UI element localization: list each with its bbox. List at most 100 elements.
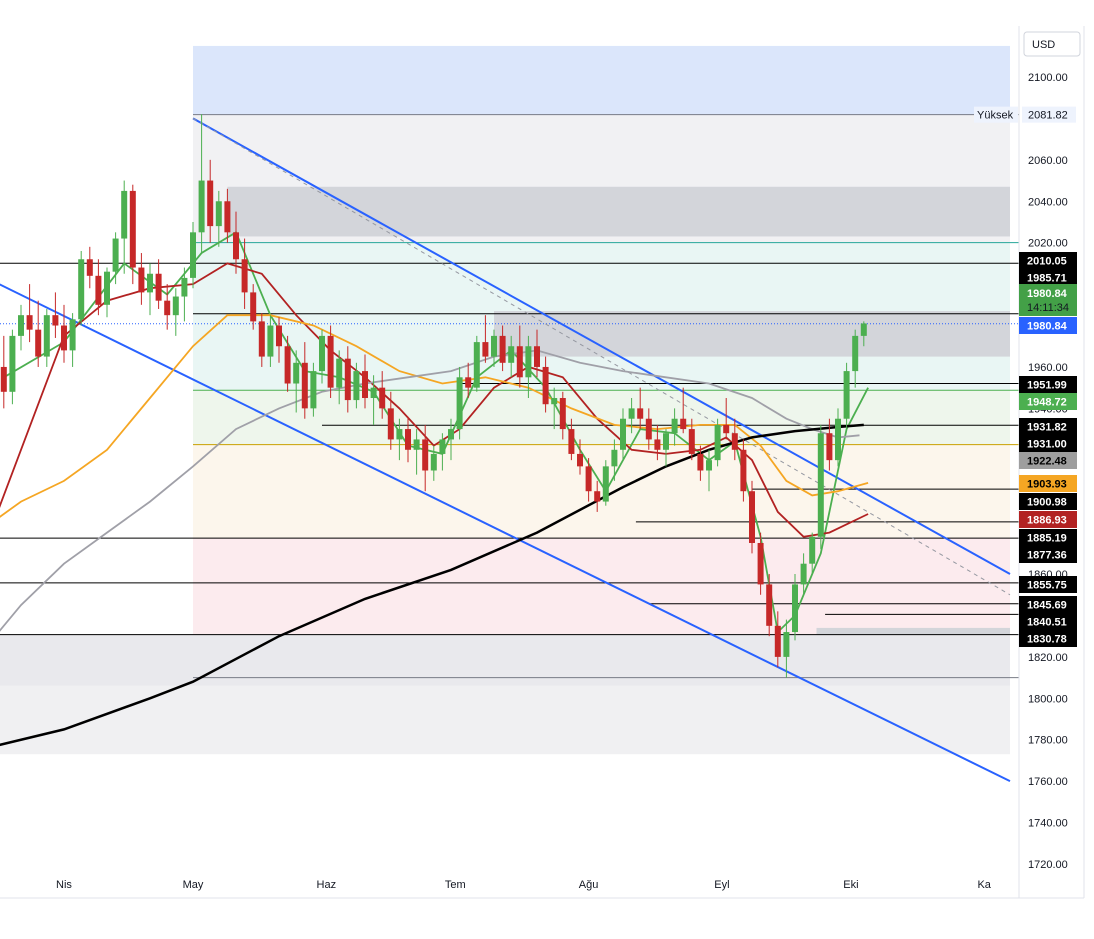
candle-body <box>86 259 93 276</box>
month-label-Eyl: Eyl <box>714 879 729 891</box>
candle <box>336 350 343 405</box>
candle-body <box>207 180 214 227</box>
candle-body <box>697 453 704 471</box>
y-tick-label: 2060.00 <box>1028 155 1068 167</box>
candle <box>491 329 497 367</box>
price-label-text: 1845.69 <box>1027 600 1067 612</box>
moving-average-2 <box>0 314 869 518</box>
candle <box>422 424 429 492</box>
candle-body <box>43 315 50 357</box>
candle <box>112 232 119 285</box>
candle-body <box>826 433 833 461</box>
candle-body <box>215 201 222 227</box>
current-price-tag: 1980.84 14:11:34 <box>1019 284 1077 316</box>
candle-body <box>129 190 136 268</box>
candle <box>61 304 67 363</box>
candle <box>172 288 179 336</box>
currency-button[interactable]: USD <box>1023 31 1081 57</box>
candle <box>129 184 136 285</box>
price-label-5: 1931.82 <box>1019 418 1077 435</box>
candle <box>86 246 93 289</box>
candle-body <box>190 232 196 278</box>
y-tick-label: 1720.00 <box>1028 859 1068 871</box>
candle <box>792 574 798 641</box>
candle <box>456 366 463 440</box>
candle-body <box>740 449 747 492</box>
candle-body <box>835 418 841 461</box>
current-price-value: 1980.84 <box>1027 288 1068 300</box>
candle-body <box>241 259 248 293</box>
candle-body <box>809 536 816 564</box>
candle <box>585 458 592 502</box>
candle <box>233 211 239 274</box>
candle-body <box>327 335 334 388</box>
high-value-text: 2081.82 <box>1028 110 1068 122</box>
price-label-text: 1985.71 <box>1027 273 1067 285</box>
candle-body <box>706 460 712 471</box>
candle <box>301 342 308 419</box>
candle <box>207 159 214 243</box>
candle <box>284 335 291 392</box>
candle-body <box>35 329 42 357</box>
candle-body <box>104 271 110 305</box>
price-label-text: 1877.36 <box>1027 550 1067 562</box>
price-label-7: 1922.48 <box>1019 452 1077 469</box>
candle <box>121 180 128 274</box>
candle-body <box>61 325 67 351</box>
candle-body <box>663 433 669 450</box>
candle-body <box>258 321 265 357</box>
candle-body <box>224 201 231 233</box>
candle <box>26 284 33 343</box>
price-label-text: 1951.99 <box>1027 380 1067 392</box>
candle <box>362 354 368 409</box>
candle-body <box>465 377 472 388</box>
zone-6 <box>227 186 1010 237</box>
candle <box>568 418 575 461</box>
candle <box>35 300 42 367</box>
candle-body <box>534 346 540 367</box>
candle-body <box>654 439 661 450</box>
price-label-box <box>1019 435 1077 452</box>
price-label-text: 1886.93 <box>1027 515 1067 527</box>
candle <box>138 253 145 305</box>
zone-0 <box>193 45 1010 115</box>
candle-body <box>637 408 644 419</box>
candle <box>267 315 274 367</box>
candle-body <box>26 315 33 330</box>
price-label-box <box>1019 613 1077 630</box>
candle <box>499 325 506 372</box>
price-label-box <box>1019 252 1077 269</box>
candle <box>577 439 583 475</box>
high-value-box <box>1022 106 1076 123</box>
candle-body <box>602 466 609 502</box>
y-tick-label: 1800.00 <box>1028 693 1068 705</box>
price-label-box <box>1019 529 1077 546</box>
candle-body <box>276 325 282 347</box>
candle <box>405 416 411 463</box>
candle-body <box>525 346 532 378</box>
zone-10 <box>0 685 1010 755</box>
candle <box>224 188 231 243</box>
candle-body <box>817 433 824 537</box>
price-label-box <box>1019 317 1077 334</box>
price-label-box <box>1019 418 1077 435</box>
candle-body <box>482 342 489 357</box>
price-label-1: 1985.71 <box>1019 269 1077 286</box>
zone-7 <box>494 311 1010 357</box>
price-label-box <box>1019 475 1077 492</box>
y-tick-label: 2040.00 <box>1028 196 1068 208</box>
price-label-14: 1845.69 <box>1019 596 1077 613</box>
candle-body <box>370 387 377 399</box>
price-label-box <box>1019 511 1077 528</box>
candle <box>482 315 489 363</box>
candle-body <box>628 408 635 419</box>
candle-body <box>594 491 601 502</box>
price-label-text: 1931.82 <box>1027 422 1067 434</box>
candle <box>800 553 807 595</box>
candle <box>706 449 712 492</box>
price-label-text: 1900.98 <box>1027 497 1067 509</box>
y-tick-label: 2100.00 <box>1028 72 1068 84</box>
candle-body <box>405 429 411 450</box>
candle <box>645 408 652 450</box>
